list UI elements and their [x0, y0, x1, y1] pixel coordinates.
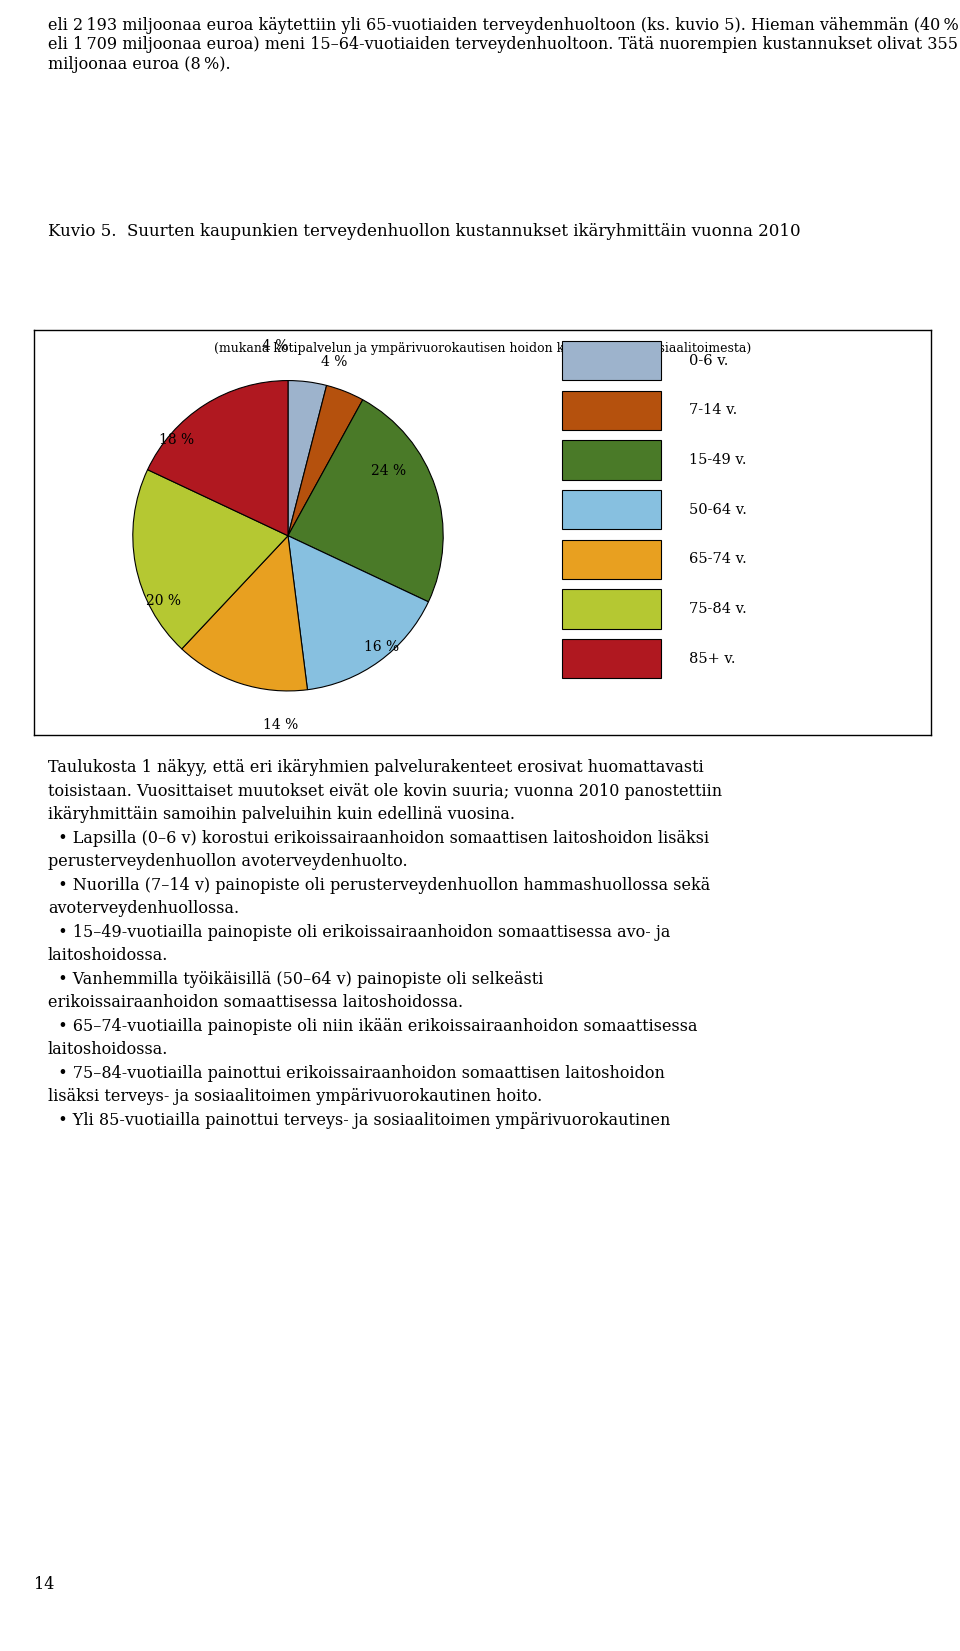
Text: 4 %: 4 %: [322, 355, 348, 368]
Text: 75-84 v.: 75-84 v.: [689, 603, 747, 616]
Wedge shape: [148, 381, 288, 537]
Text: (mukana kotipalvelun ja ympärivuorokautisen hoidon kustannuksia sosiaalitoimesta: (mukana kotipalvelun ja ympärivuorokauti…: [214, 342, 751, 355]
Wedge shape: [288, 381, 326, 537]
Wedge shape: [132, 469, 288, 649]
Text: Taulukosta 1 näkyy, että eri ikäryhmien palvelurakenteet erosivat huomattavasti
: Taulukosta 1 näkyy, että eri ikäryhmien …: [48, 759, 722, 1129]
FancyBboxPatch shape: [562, 340, 661, 380]
Wedge shape: [288, 400, 444, 603]
Text: 14 %: 14 %: [263, 718, 298, 731]
Text: 14: 14: [34, 1577, 54, 1593]
Text: 50-64 v.: 50-64 v.: [689, 502, 747, 517]
FancyBboxPatch shape: [562, 391, 661, 429]
Wedge shape: [181, 537, 307, 690]
Text: 18 %: 18 %: [158, 433, 194, 446]
Wedge shape: [288, 537, 428, 690]
FancyBboxPatch shape: [562, 441, 661, 480]
Text: eli 2 193 miljoonaa euroa käytettiin yli 65-vuotiaiden terveydenhuoltoon (ks. ku: eli 2 193 miljoonaa euroa käytettiin yli…: [48, 17, 959, 73]
FancyBboxPatch shape: [562, 639, 661, 679]
FancyBboxPatch shape: [562, 540, 661, 580]
Text: 4 %: 4 %: [262, 340, 289, 353]
Text: 16 %: 16 %: [364, 641, 398, 654]
Text: 65-74 v.: 65-74 v.: [689, 553, 747, 566]
FancyBboxPatch shape: [562, 589, 661, 629]
FancyBboxPatch shape: [562, 490, 661, 530]
Wedge shape: [288, 385, 363, 537]
Text: 85+ v.: 85+ v.: [689, 652, 736, 665]
Text: 7-14 v.: 7-14 v.: [689, 403, 737, 418]
Text: Kuvio 5.  Suurten kaupunkien terveydenhuollon kustannukset ikäryhmittäin vuonna : Kuvio 5. Suurten kaupunkien terveydenhuo…: [48, 223, 801, 239]
Text: 0-6 v.: 0-6 v.: [689, 353, 729, 368]
Text: 20 %: 20 %: [146, 594, 181, 608]
Text: 24 %: 24 %: [372, 464, 406, 477]
Text: 15-49 v.: 15-49 v.: [689, 452, 747, 467]
